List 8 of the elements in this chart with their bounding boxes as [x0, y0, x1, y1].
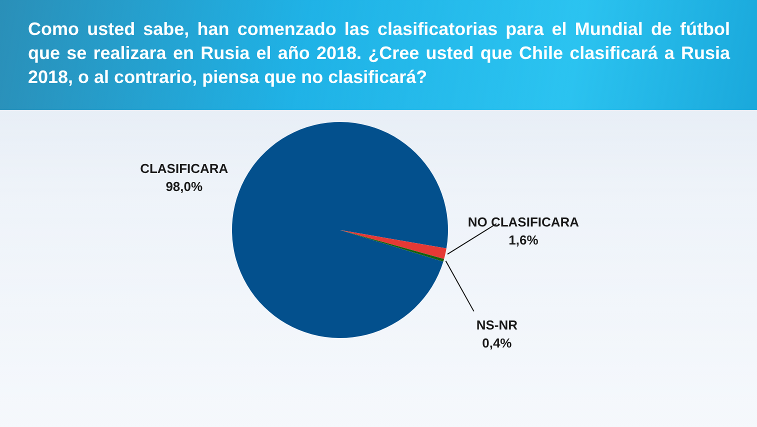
- data-label: 1,6%: [508, 232, 539, 248]
- slice-label: CLASIFICARA: [140, 160, 229, 176]
- data-label: 98,0%: [166, 178, 204, 194]
- pie-slice: [232, 122, 448, 338]
- slice-label: NS-NR: [476, 317, 518, 332]
- data-label: 0,4%: [482, 335, 512, 350]
- slice-label: NO CLASIFICARA: [468, 214, 580, 230]
- chart-title: Como usted sabe, han comenzado las clasificatorias para el Mundial de fútbol que se realizara en Rusia el año 2018. ¿Cree usted que Chile clasificará a Rusia 2018, o al contrario, piensa que no clasificará?: [28, 18, 730, 89]
